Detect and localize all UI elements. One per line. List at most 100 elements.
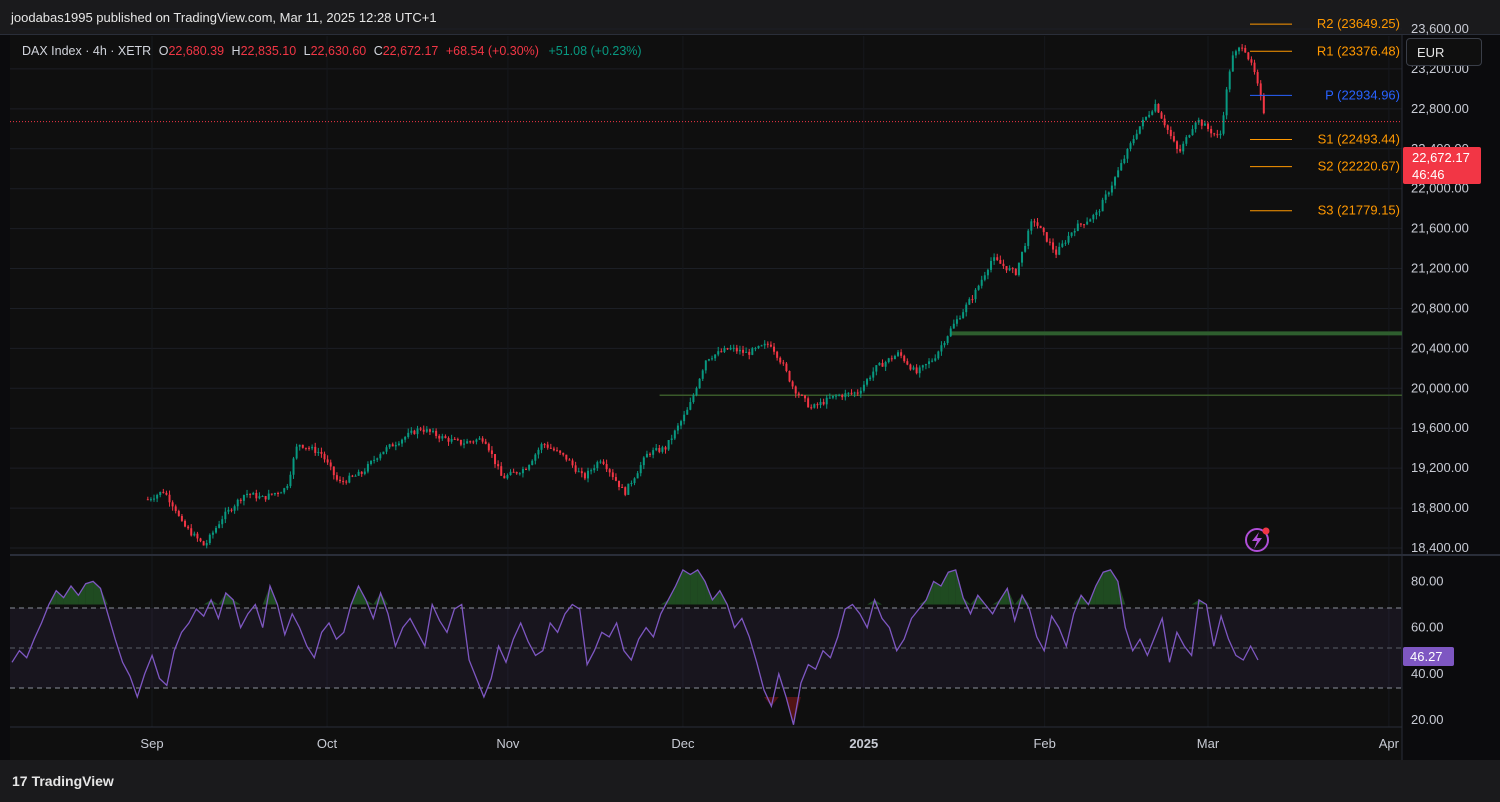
candle-body (763, 343, 766, 346)
candle-body (577, 471, 580, 473)
candle-body (993, 257, 996, 261)
candle-body (1141, 119, 1144, 127)
candle-body (475, 439, 478, 442)
candle-body (1089, 219, 1092, 222)
candle-body (509, 471, 512, 476)
candle-body (273, 493, 276, 495)
candle-body (866, 379, 869, 385)
candle-body (422, 429, 425, 432)
candle-body (1024, 245, 1027, 252)
candle-body (1098, 211, 1101, 213)
rsi-pane (10, 607, 1402, 689)
chart-area[interactable] (10, 35, 1402, 760)
rsi-overbought-fill (1110, 569, 1118, 605)
candle-body (317, 451, 320, 453)
candle-body (255, 492, 258, 499)
candle-body (1014, 268, 1017, 275)
candle-body (1052, 242, 1055, 250)
rsi-overbought-fill (218, 592, 226, 605)
price-axis[interactable]: 23,600.0023,200.0022,800.0022,400.0022,0… (1411, 21, 1469, 555)
currency-selector[interactable]: EUR (1406, 38, 1482, 66)
candle-body (258, 496, 261, 499)
support-zones (659, 331, 1402, 397)
candle-body (1092, 215, 1095, 220)
rsi-overbought-fill (85, 581, 94, 605)
candle-body (218, 524, 221, 528)
candle-body (1104, 194, 1107, 200)
last-price-value: 22,672.17 (1412, 150, 1470, 165)
candle-body (630, 483, 633, 485)
candle-body (649, 453, 652, 455)
candle-body (949, 328, 952, 337)
candle-body (1135, 133, 1138, 139)
time-tick-label: Nov (496, 736, 520, 751)
candle-body (441, 436, 444, 439)
candle-body (828, 397, 831, 399)
rsi-axis[interactable]: 80.00 60.00 40.00 20.00 (1411, 573, 1444, 727)
candle-body (729, 347, 732, 350)
candle-body (211, 532, 214, 535)
rsi-overbought-fill (56, 590, 64, 605)
candle-body (156, 495, 159, 499)
candle-body (1086, 221, 1089, 225)
tradingview-logo[interactable]: 17 TradingView (12, 773, 114, 789)
candle-body (552, 448, 555, 451)
candle-body (236, 499, 239, 507)
candle-body (645, 453, 648, 458)
candle-body (568, 459, 571, 461)
candle-body (574, 465, 577, 472)
candle-body (779, 357, 782, 363)
candle-body (1123, 158, 1126, 164)
candle-body (518, 473, 521, 475)
candle-body (1160, 112, 1163, 119)
candle-body (230, 509, 233, 511)
candle-body (184, 520, 187, 527)
candle-body (596, 462, 599, 469)
candle-body (1238, 47, 1241, 52)
price-tick-label: 20,800.00 (1411, 300, 1469, 315)
ohlc-legend: DAX Index · 4h · XETR O22,680.39 H22,835… (22, 44, 642, 58)
candle-body (472, 441, 475, 443)
candle-body (797, 393, 800, 395)
candle-body (769, 344, 772, 347)
candle-body (283, 488, 286, 493)
candle-body (1132, 138, 1135, 144)
candle-body (177, 510, 180, 516)
candle-body (388, 444, 391, 448)
lightning-icon[interactable] (1245, 527, 1270, 552)
candle-body (546, 444, 549, 448)
rsi-tick-label: 60.00 (1411, 620, 1444, 635)
candle-body (655, 448, 658, 451)
rsi-overbought-fill (1073, 595, 1082, 605)
candle-body (946, 336, 949, 343)
candle-body (1120, 163, 1123, 171)
candle-body (1148, 114, 1151, 117)
candle-body (199, 538, 202, 542)
candle-body (593, 468, 596, 471)
time-axis[interactable]: Sep Oct Nov Dec 2025 Feb Mar Apr (140, 736, 1399, 751)
candle-body (980, 279, 983, 286)
candle-body (1200, 119, 1203, 126)
pivot-level-label: S3 (21779.15) (1318, 203, 1400, 218)
candle-body (1163, 118, 1166, 126)
candle-body (450, 438, 453, 442)
candle-body (494, 454, 497, 465)
candle-body (862, 384, 865, 391)
candle-body (351, 475, 354, 477)
candle-body (416, 428, 419, 435)
candle-body (438, 435, 441, 439)
candle-body (456, 439, 459, 441)
candle-body (847, 392, 850, 394)
candle-body (1259, 83, 1262, 97)
candle-body (1138, 126, 1141, 134)
candle-body (875, 365, 878, 372)
candle-body (1185, 137, 1188, 144)
candle-body (698, 378, 701, 389)
candle-body (900, 352, 903, 356)
candle-body (261, 496, 264, 498)
candle-body (921, 365, 924, 368)
symbol-name[interactable]: DAX Index · 4h · XETR (22, 44, 152, 58)
price-tick-label: 18,400.00 (1411, 540, 1469, 555)
rsi-overbought-fill (970, 595, 978, 605)
